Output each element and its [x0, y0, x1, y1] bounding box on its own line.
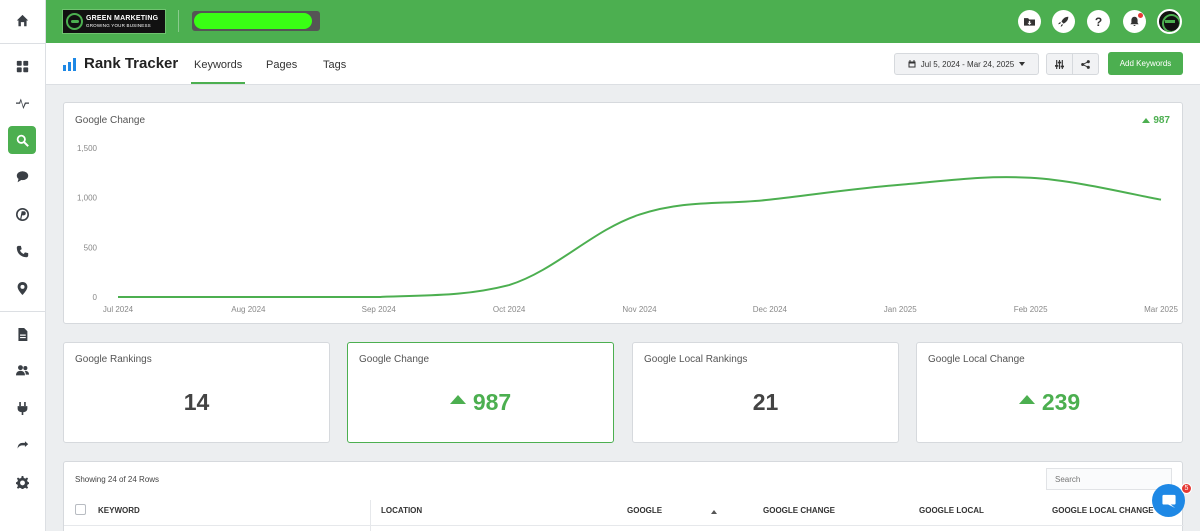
select-all-checkbox[interactable] — [75, 504, 86, 515]
x-tick-label: Mar 2025 — [1144, 305, 1178, 314]
plug-icon[interactable] — [8, 394, 36, 422]
users-icon[interactable] — [8, 356, 36, 384]
rocket-icon[interactable] — [1052, 10, 1075, 33]
add-keywords-button[interactable]: Add Keywords — [1108, 52, 1183, 75]
y-tick-label: 0 — [93, 293, 98, 302]
report-icon[interactable] — [8, 320, 36, 348]
x-tick-label: Feb 2025 — [1014, 305, 1048, 314]
stat-card-google-local-change[interactable]: Google Local Change 239 — [916, 342, 1183, 443]
gear-icon[interactable] — [8, 468, 36, 496]
y-tick-label: 500 — [84, 243, 98, 252]
page-title: Rank Tracker — [84, 55, 179, 72]
column-header-google-local-change[interactable]: GOOGLE LOCAL CHANGE — [1052, 506, 1154, 515]
folder-download-icon[interactable] — [1018, 10, 1041, 33]
column-header-keyword[interactable]: KEYWORD — [98, 506, 140, 515]
header-divider — [178, 10, 179, 32]
stat-value: 21 — [633, 389, 898, 416]
columns-settings-button[interactable] — [1046, 53, 1073, 75]
dashboard-icon[interactable] — [8, 52, 36, 80]
sidebar-divider — [0, 311, 45, 312]
caret-up-icon — [1142, 118, 1151, 123]
sort-asc-icon[interactable] — [711, 510, 717, 514]
tab-keywords[interactable]: Keywords — [190, 59, 246, 84]
chat-widget-button[interactable] — [1152, 484, 1185, 517]
search-icon[interactable] — [8, 126, 36, 154]
help-icon[interactable]: ? — [1087, 10, 1110, 33]
stat-label: Google Local Change — [928, 354, 1025, 365]
stat-value: 14 — [64, 389, 329, 416]
caret-up-icon — [1018, 395, 1035, 404]
brand-name: GREEN MARKETING — [86, 14, 159, 22]
stat-card-google-local-rankings[interactable]: Google Local Rankings 21 — [632, 342, 899, 443]
stat-label: Google Local Rankings — [644, 354, 748, 365]
y-tick-label: 1,500 — [77, 144, 98, 153]
stat-card-google-rankings[interactable]: Google Rankings 14 — [63, 342, 330, 443]
bell-icon[interactable] — [1123, 10, 1146, 33]
date-range-label: Jul 5, 2024 - Mar 24, 2025 — [920, 59, 1015, 69]
chevron-down-icon — [1019, 62, 1026, 66]
search-input[interactable] — [1046, 468, 1172, 490]
chat-bubble-icon — [1161, 494, 1176, 508]
stat-value: 239 — [917, 389, 1182, 416]
top-header: GREEN MARKETING GROWING YOUR BUSINESS ? — [46, 0, 1200, 43]
x-tick-label: Oct 2024 — [493, 305, 526, 314]
stat-value: 987 — [348, 389, 613, 416]
stat-label: Google Change — [359, 354, 430, 365]
chart-change-value: 987 — [1153, 115, 1170, 126]
stat-number: 987 — [472, 389, 512, 415]
account-switcher[interactable] — [192, 11, 320, 31]
x-tick-label: Jul 2024 — [103, 305, 134, 314]
chart-change-badge: 987 — [1142, 115, 1170, 126]
google-change-series-line — [117, 176, 1162, 299]
column-header-location[interactable]: LOCATION — [381, 506, 423, 515]
keywords-table: Showing 24 of 24 Rows KEYWORD LOCATION G… — [63, 461, 1184, 531]
chat-unread-badge: 5 — [1181, 483, 1192, 494]
tab-pages[interactable]: Pages — [266, 59, 298, 71]
brand-mark-icon — [66, 13, 83, 30]
chat-icon[interactable] — [8, 162, 36, 190]
share-button[interactable] — [1072, 53, 1099, 75]
user-avatar[interactable] — [1157, 9, 1182, 34]
google-change-line-chart: 0 500 1,000 1,500 Jul 2024 Aug 2024 Sep 2024 Oc… — [77, 144, 1178, 314]
share-icon — [1081, 59, 1090, 69]
caret-up-icon — [449, 395, 466, 404]
page-header: Rank Tracker Keywords Pages Tags Jul 5, … — [46, 43, 1200, 85]
x-tick-label: Jan 2025 — [884, 305, 917, 314]
stat-number: 14 — [183, 389, 210, 415]
calendar-icon — [908, 60, 916, 68]
x-tick-label: Aug 2024 — [231, 305, 266, 314]
stat-label: Google Rankings — [75, 354, 152, 365]
tools-icon[interactable] — [8, 430, 36, 458]
home-icon[interactable] — [8, 6, 36, 34]
sidebar-divider — [0, 43, 45, 44]
x-tick-label: Sep 2024 — [362, 305, 397, 314]
x-tick-label: Dec 2024 — [753, 305, 788, 314]
brand-tagline: GROWING YOUR BUSINESS — [86, 22, 151, 28]
column-header-google-change[interactable]: GOOGLE CHANGE — [763, 506, 836, 515]
notification-dot — [1138, 13, 1143, 18]
column-divider — [370, 500, 371, 531]
column-header-google[interactable]: GOOGLE — [627, 506, 663, 515]
stat-card-google-change[interactable]: Google Change 987 — [347, 342, 614, 443]
bar-chart-icon — [63, 58, 77, 71]
stat-number: 239 — [1041, 389, 1081, 415]
tab-tags[interactable]: Tags — [323, 59, 347, 71]
column-header-google-local[interactable]: GOOGLE LOCAL — [919, 506, 984, 515]
phone-icon[interactable] — [8, 237, 36, 265]
pinterest-icon[interactable] — [8, 200, 36, 228]
sliders-icon — [1055, 59, 1064, 69]
help-glyph: ? — [1094, 14, 1103, 29]
date-range-picker[interactable]: Jul 5, 2024 - Mar 24, 2025 — [894, 53, 1039, 75]
x-tick-label: Nov 2024 — [622, 305, 657, 314]
row-divider — [64, 525, 1184, 526]
brand-logo[interactable]: GREEN MARKETING GROWING YOUR BUSINESS — [62, 9, 166, 34]
stat-number: 21 — [752, 389, 779, 415]
google-change-chart-card: Google Change 987 0 500 1,000 1,500 Jul 2024… — [63, 102, 1183, 324]
activity-icon[interactable] — [8, 88, 36, 116]
rows-count: Showing 24 of 24 Rows — [75, 475, 160, 484]
chart-title: Google Change — [75, 115, 146, 126]
left-sidebar — [0, 0, 46, 531]
location-icon[interactable] — [8, 274, 36, 302]
y-tick-label: 1,000 — [77, 194, 98, 203]
